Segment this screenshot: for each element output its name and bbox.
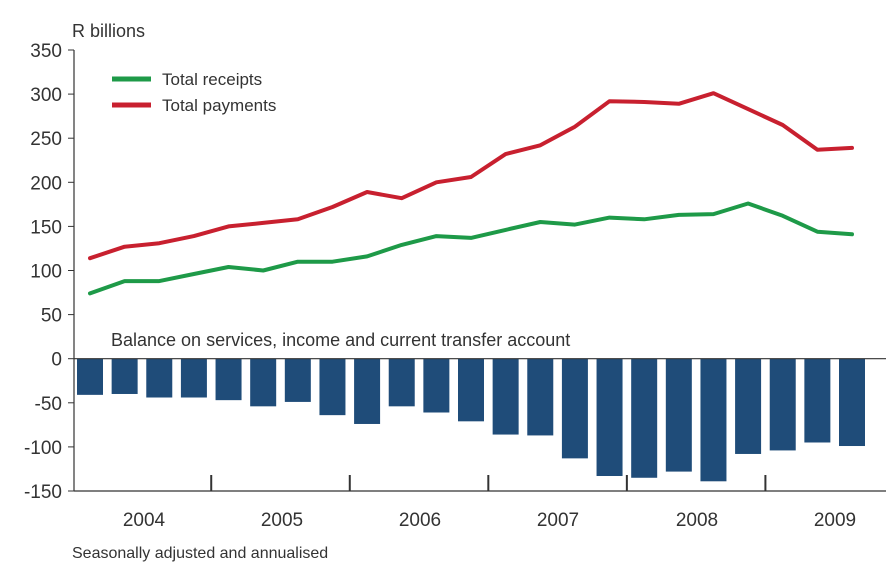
balance-bar — [492, 358, 519, 435]
y-tick-label: 100 — [30, 262, 62, 283]
x-tick-label: 2005 — [261, 510, 303, 531]
balance-bar — [284, 358, 311, 402]
x-tick-label: 2009 — [814, 510, 856, 531]
y-axis-title: R billions — [72, 21, 145, 41]
balance-bar — [319, 358, 346, 416]
balance-bar — [700, 358, 727, 482]
x-tick-label: 2007 — [537, 510, 579, 531]
y-tick-label: -100 — [24, 438, 62, 459]
balance-bar — [458, 358, 484, 422]
y-tick-label: 250 — [30, 129, 62, 150]
balance-bar — [804, 358, 831, 443]
y-tick-label: -50 — [35, 394, 62, 415]
balance-bar — [596, 358, 623, 477]
balance-bar — [77, 358, 103, 395]
y-tick-label: 200 — [30, 173, 62, 194]
x-tick-label: 2004 — [123, 510, 166, 531]
balance-bar — [388, 358, 415, 407]
balance-bar — [354, 358, 381, 424]
balance-bar — [839, 358, 865, 447]
balance-bar — [561, 358, 588, 459]
balance-bar — [527, 358, 554, 436]
balance-bar — [423, 358, 450, 413]
x-tick-label: 2006 — [399, 510, 441, 531]
balance-bar — [735, 358, 762, 454]
balance-bar — [146, 358, 173, 398]
y-tick-label: 300 — [30, 85, 62, 106]
balance-bar — [180, 358, 207, 398]
balance-bar — [215, 358, 242, 401]
balance-bar — [769, 358, 796, 451]
y-tick-label: 350 — [30, 41, 62, 62]
balance-bar — [111, 358, 138, 394]
balance-annotation: Balance on services, income and current … — [111, 330, 570, 350]
bar-series — [77, 358, 865, 482]
balance-bar — [631, 358, 658, 478]
y-tick-label: 50 — [41, 306, 62, 327]
axes — [73, 50, 886, 492]
total-receipts-line — [88, 201, 854, 296]
total-payments-line — [88, 91, 854, 261]
legend-label: Total receipts — [162, 70, 262, 89]
legend-label: Total payments — [162, 96, 276, 115]
line-series — [88, 91, 854, 296]
y-tick-label: 150 — [30, 217, 62, 238]
y-tick-label: 0 — [51, 350, 62, 371]
x-tick-label: 2008 — [676, 510, 718, 531]
legend: Total receipts Total payments — [112, 70, 276, 115]
y-axis: 350 300 250 200 150 100 50 0 -50 -100 -150 — [24, 41, 74, 503]
balance-bar — [665, 358, 692, 472]
x-axis: 2004 2005 2006 2007 2008 2009 — [123, 475, 856, 531]
y-tick-label: -150 — [24, 482, 62, 503]
footnote: Seasonally adjusted and annualised — [72, 545, 328, 562]
balance-bar — [250, 358, 277, 407]
